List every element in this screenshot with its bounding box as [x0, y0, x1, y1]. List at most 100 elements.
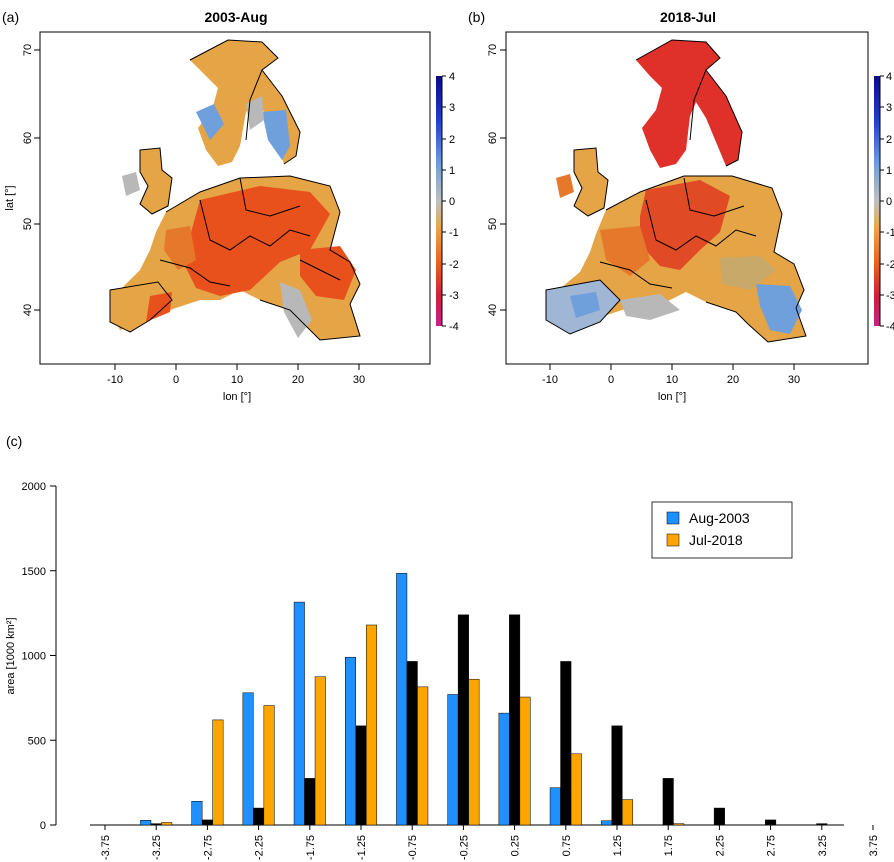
- cb-a-tick-1: 4: [449, 71, 455, 83]
- x-tick-label: 0.75: [561, 835, 573, 856]
- bar-jul-2018: [622, 799, 633, 826]
- legend-label-aug-2003: Aug-2003: [689, 510, 750, 526]
- bar-third-series: [765, 819, 777, 826]
- bar-jul-2018: [314, 676, 326, 826]
- panel-letter-c: (c): [6, 433, 22, 449]
- bar-jul-2018: [673, 823, 685, 826]
- bar-third-series: [457, 614, 469, 826]
- x-tick-label: -2.75: [202, 835, 214, 860]
- map-title-a: 2003-Aug: [204, 9, 267, 25]
- chart-y-axis: 0 500 1000 1500 2000: [22, 481, 57, 832]
- bar-jul-2018: [366, 624, 377, 826]
- map-frame-b: [505, 31, 869, 365]
- bar-third-series: [253, 807, 265, 826]
- x-tick-label: -1.75: [305, 835, 317, 860]
- cb-a-tick-4: 1: [449, 165, 455, 177]
- x-tick-label: 3.25: [817, 835, 829, 856]
- europe-map-a: [109, 39, 361, 341]
- bar-jul-2018: [263, 705, 275, 826]
- y-tick-b-3: 60: [487, 132, 499, 144]
- bar-third-series: [355, 725, 367, 826]
- y-tick-label: 500: [28, 735, 46, 747]
- bar-aug-2003: [549, 787, 561, 826]
- x-tick-a-4: 20: [292, 374, 304, 386]
- bar-aug-2003: [191, 801, 203, 826]
- chart-bars: [140, 573, 828, 826]
- x-axis-b: [549, 364, 795, 370]
- cb-a-tick-8: -3: [449, 290, 459, 302]
- y-axis-title-a: lat [°]: [4, 185, 16, 210]
- colorbar-a: 4 3 2 1 0 -1 -2 -3 -4: [436, 71, 459, 333]
- x-tick-label: 2.75: [766, 835, 778, 856]
- x-tick-label: -2.25: [254, 835, 266, 860]
- y-axis-b: [500, 49, 506, 311]
- y-tick-a-3: 60: [22, 132, 34, 144]
- cb-b-tick-4: 1: [886, 165, 892, 177]
- x-tick-label: -0.25: [458, 835, 470, 860]
- cb-b-tick-1: 4: [886, 71, 892, 83]
- x-tick-label: 2.25: [714, 835, 726, 856]
- map-frame-a: [39, 31, 431, 365]
- y-tick-b-2: 50: [487, 218, 499, 230]
- cb-b-tick-6: -1: [886, 227, 894, 239]
- cb-a-tick-3: 2: [449, 134, 455, 146]
- bar-third-series: [406, 661, 418, 826]
- bar-aug-2003: [601, 820, 612, 826]
- chart-x-axis: -3.75 -3.25 -2.75 -2.25 -1.75 -1.25 -0.75 -0.25…: [90, 824, 880, 860]
- x-tick-label: 1.75: [663, 835, 675, 856]
- y-tick-b-4: 70: [487, 44, 499, 56]
- cb-a-tick-6: -1: [449, 227, 459, 239]
- bar-third-series: [611, 725, 623, 826]
- y-tick-a-2: 50: [22, 218, 34, 230]
- bar-aug-2003: [396, 573, 408, 826]
- cb-b-tick-8: -3: [886, 290, 894, 302]
- y-tick-label: 1000: [22, 651, 46, 663]
- bar-third-series: [509, 614, 521, 826]
- y-tick-label: 1500: [22, 566, 46, 578]
- x-tick-label: -1.25: [356, 835, 368, 860]
- legend-swatch-aug-2003: [666, 511, 680, 525]
- bar-jul-2018: [161, 822, 173, 826]
- chart-legend: Aug-2003 Jul-2018: [651, 501, 793, 559]
- bar-third-series: [201, 819, 213, 826]
- x-tick-b-4: 20: [727, 374, 739, 386]
- y-axis-a: [34, 49, 40, 311]
- y-tick-label: 2000: [22, 481, 46, 493]
- cb-b-tick-9: -4: [886, 321, 894, 333]
- x-axis-title-a: lon [°]: [223, 391, 251, 403]
- bar-third-series: [713, 807, 725, 826]
- bar-aug-2003: [498, 712, 510, 826]
- bar-aug-2003: [140, 820, 152, 826]
- bar-third-series: [816, 823, 828, 826]
- legend-swatch-jul-2018: [666, 533, 680, 547]
- x-tick-b-3: 10: [666, 374, 678, 386]
- x-tick-a-2: 0: [173, 374, 179, 386]
- cb-b-tick-3: 2: [886, 134, 892, 146]
- y-tick-a-1: 40: [22, 304, 34, 316]
- y-tick-b-1: 40: [487, 304, 499, 316]
- cb-a-tick-9: -4: [449, 321, 459, 333]
- cb-a-tick-2: 3: [449, 102, 455, 114]
- x-tick-a-3: 10: [231, 374, 243, 386]
- bar-aug-2003: [447, 694, 459, 826]
- x-tick-a-1: -10: [107, 374, 123, 386]
- x-tick-b-2: 0: [608, 374, 614, 386]
- legend-label-jul-2018: Jul-2018: [689, 532, 743, 548]
- x-tick-b-1: -10: [542, 374, 558, 386]
- panel-letter-a: (a): [2, 9, 19, 25]
- x-tick-b-5: 30: [788, 374, 800, 386]
- map-panel-a: (a) 2003-Aug: [2, 9, 459, 403]
- chart-y-axis-title: area [1000 km²]: [5, 617, 17, 694]
- legend-box: [651, 501, 793, 559]
- bar-chart-panel: (c) area [1000 km²] 0 500 1000 1500 2000 -3.…: [5, 433, 880, 860]
- map-panel-b: (b) 2018-Jul: [468, 9, 894, 403]
- bar-jul-2018: [212, 719, 224, 826]
- x-tick-label: -3.75: [100, 835, 112, 860]
- x-tick-label: 3.75: [868, 835, 880, 856]
- x-axis-a: [114, 364, 360, 370]
- cb-b-tick-7: -2: [886, 259, 894, 271]
- europe-map-b: [545, 39, 807, 343]
- bar-third-series: [150, 823, 162, 826]
- bar-third-series: [560, 661, 572, 826]
